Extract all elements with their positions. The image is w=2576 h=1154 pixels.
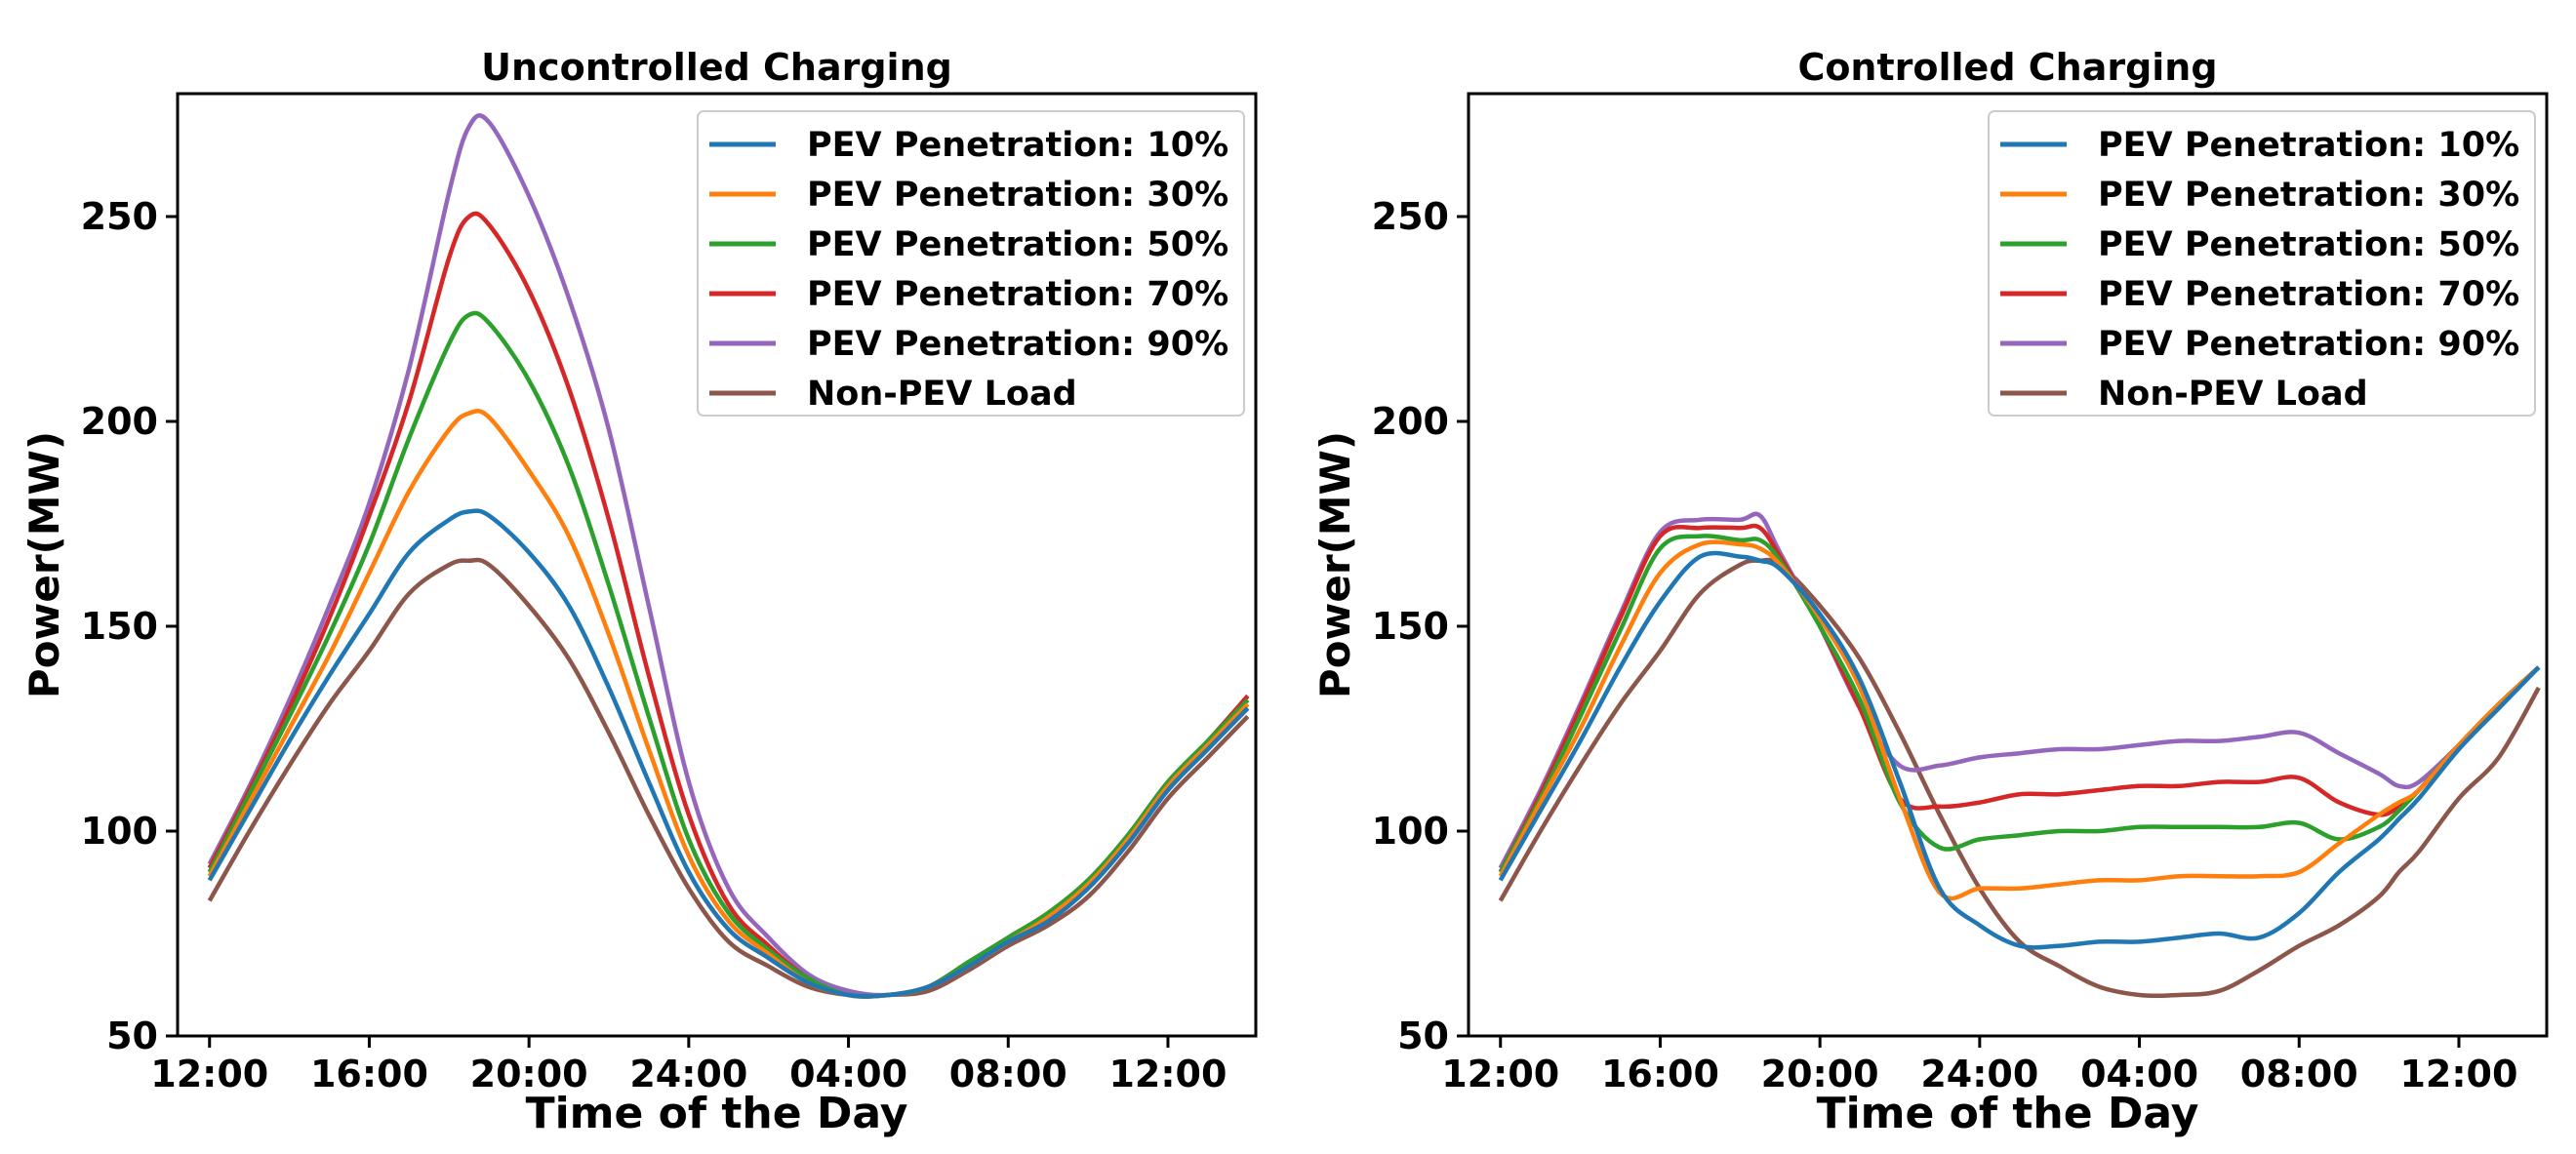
legend-entry-label: Non-PEV Load bbox=[2098, 375, 2368, 414]
axis-ticks: 50 100 150 200 250 12:00 16:00 20:00 24:00 04:00 0… bbox=[81, 195, 1228, 1095]
y-axis-label: Power(MW) bbox=[20, 431, 68, 698]
series-line-0 bbox=[1498, 550, 2541, 950]
y-tick-label: 200 bbox=[81, 400, 158, 443]
x-tick-label: 08:00 bbox=[949, 1053, 1067, 1095]
axis-ticks: 50 100 150 200 250 12:00 16:00 20:00 24:00 04:00 0… bbox=[1372, 195, 2518, 1095]
series-line-1 bbox=[207, 408, 1250, 999]
x-tick-label: 16:00 bbox=[1601, 1053, 1719, 1095]
chart-title: Controlled Charging bbox=[1797, 46, 2217, 89]
x-tick-label: 04:00 bbox=[789, 1053, 907, 1095]
x-tick-label: 24:00 bbox=[629, 1053, 747, 1095]
legend-entry-label: PEV Penetration: 50% bbox=[807, 225, 1228, 264]
x-axis-label: Time of the Day bbox=[526, 1089, 908, 1138]
legend-entry-label: Non-PEV Load bbox=[807, 375, 1077, 414]
series-lines bbox=[1498, 511, 2541, 999]
y-tick-label: 250 bbox=[81, 195, 158, 238]
legend-entry-label: PEV Penetration: 90% bbox=[807, 325, 1228, 364]
legend-entry-label: PEV Penetration: 70% bbox=[2098, 275, 2519, 314]
series-line-1 bbox=[1498, 539, 2541, 901]
series-line-0 bbox=[207, 508, 1250, 999]
legend: PEV Penetration: 10% PEV Penetration: 30%… bbox=[697, 110, 1245, 417]
x-tick-label: 20:00 bbox=[470, 1053, 588, 1095]
legend-entry-label: PEV Penetration: 50% bbox=[2098, 225, 2519, 264]
x-axis-label: Time of the Day bbox=[1817, 1089, 2199, 1138]
series-line-2 bbox=[207, 310, 1250, 999]
series-lines bbox=[207, 113, 1250, 999]
plot-frame bbox=[176, 92, 1258, 1038]
y-tick-label: 100 bbox=[1372, 810, 1449, 853]
uncontrolled-charging-panel: Uncontrolled Charging Power(MW) Time of … bbox=[20, 46, 1258, 1138]
x-tick-label: 24:00 bbox=[1920, 1053, 2038, 1095]
legend-box bbox=[697, 110, 1245, 417]
x-tick-label: 12:00 bbox=[150, 1053, 268, 1095]
x-tick-label: 16:00 bbox=[310, 1053, 428, 1095]
series-line-5 bbox=[1498, 557, 2541, 999]
legend: PEV Penetration: 10% PEV Penetration: 30%… bbox=[1988, 110, 2536, 417]
x-tick-label: 20:00 bbox=[1761, 1053, 1879, 1095]
y-axis-label: Power(MW) bbox=[1311, 431, 1359, 698]
y-tick-label: 150 bbox=[81, 605, 158, 648]
plot-frame bbox=[1467, 92, 2549, 1038]
x-tick-label: 12:00 bbox=[2399, 1053, 2517, 1095]
y-tick-label: 250 bbox=[1372, 195, 1449, 238]
series-line-4 bbox=[1498, 511, 2541, 869]
x-tick-label: 12:00 bbox=[1108, 1053, 1227, 1095]
y-tick-label: 50 bbox=[106, 1015, 158, 1057]
series-line-5 bbox=[207, 557, 1250, 999]
legend-entry-label: PEV Penetration: 10% bbox=[807, 126, 1228, 165]
chart-title: Uncontrolled Charging bbox=[481, 46, 952, 89]
legend-box bbox=[1988, 110, 2536, 417]
y-tick-label: 100 bbox=[81, 810, 158, 853]
series-line-2 bbox=[1498, 534, 2541, 874]
legend-entry-label: PEV Penetration: 70% bbox=[807, 275, 1228, 314]
x-tick-label: 04:00 bbox=[2080, 1053, 2198, 1095]
legend-entry-label: PEV Penetration: 90% bbox=[2098, 325, 2519, 364]
legend-entry-label: PEV Penetration: 30% bbox=[807, 176, 1228, 215]
legend-entry-label: PEV Penetration: 30% bbox=[2098, 176, 2519, 215]
y-tick-label: 200 bbox=[1372, 400, 1449, 443]
x-tick-label: 12:00 bbox=[1441, 1053, 1559, 1095]
x-tick-label: 08:00 bbox=[2240, 1053, 2358, 1095]
legend-entry-label: PEV Penetration: 10% bbox=[2098, 126, 2519, 165]
y-tick-label: 150 bbox=[1372, 605, 1449, 648]
y-tick-label: 50 bbox=[1397, 1015, 1449, 1057]
controlled-charging-panel: Controlled Charging Power(MW) Time of th… bbox=[1311, 46, 2549, 1138]
